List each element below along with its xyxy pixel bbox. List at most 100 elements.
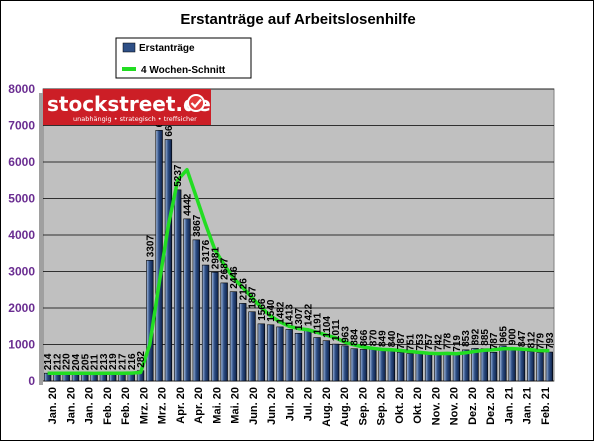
x-tick-label: Sep. 20 xyxy=(376,387,388,426)
data-label: 2981 xyxy=(210,247,221,270)
bar xyxy=(174,189,182,382)
logo-background xyxy=(43,89,211,125)
bar xyxy=(257,323,265,382)
x-tick-label: Jul. 20 xyxy=(284,387,296,421)
data-label: 216 xyxy=(127,353,138,370)
bar xyxy=(452,354,461,382)
data-label: 1307 xyxy=(294,308,305,331)
bar xyxy=(517,349,526,382)
x-tick-label: Apr. 20 xyxy=(193,387,205,424)
bar xyxy=(397,351,405,382)
bar xyxy=(211,271,219,382)
bar xyxy=(443,352,451,382)
bar xyxy=(322,340,331,382)
bar xyxy=(378,349,386,382)
bar xyxy=(276,326,284,382)
y-tick-label: 5000 xyxy=(8,192,35,206)
data-label: 751 xyxy=(406,333,417,350)
data-labels: 2142122202042052112132192172162823307686… xyxy=(43,105,556,371)
x-tick-label: Aug. 20 xyxy=(321,387,333,427)
bar xyxy=(406,353,414,382)
y-tick-label: 0 xyxy=(28,374,35,388)
x-tick-label: Jan. 21 xyxy=(503,387,515,424)
data-label: 4442 xyxy=(183,193,194,216)
x-tick-label: Feb. 20 xyxy=(120,387,132,425)
data-label: 1104 xyxy=(322,316,333,338)
bar xyxy=(415,353,423,382)
x-tick-label: Aug. 20 xyxy=(339,387,351,427)
data-label: 1540 xyxy=(266,299,277,322)
x-tick-label: Jun. 20 xyxy=(248,387,260,425)
bar xyxy=(332,343,340,382)
data-label: 884 xyxy=(350,329,361,346)
legend-box xyxy=(115,37,252,79)
x-tick-label: Sep. 20 xyxy=(357,387,369,426)
bar xyxy=(192,239,200,382)
bar xyxy=(359,349,368,382)
data-label: 787 xyxy=(396,332,407,349)
data-label: 779 xyxy=(536,332,547,349)
data-label: 849 xyxy=(378,330,389,347)
bar xyxy=(480,348,488,382)
data-label: 2126 xyxy=(238,278,249,301)
bars-erstantraege xyxy=(44,130,553,382)
data-label: 217 xyxy=(118,353,129,370)
data-label: 2446 xyxy=(229,266,240,289)
data-label: 1566 xyxy=(257,298,268,321)
bar xyxy=(155,130,163,382)
bar xyxy=(183,218,191,382)
data-label: 963 xyxy=(341,326,352,343)
data-label: 212 xyxy=(52,353,63,370)
data-label: 219 xyxy=(108,353,119,370)
x-tick-label: Jan. 21 xyxy=(522,387,534,424)
bar xyxy=(341,345,349,382)
x-tick-label: Okt. 20 xyxy=(394,387,406,424)
bar xyxy=(294,332,303,382)
bar xyxy=(220,282,228,382)
y-axis-ticks: 0 1000 2000 3000 4000 5000 6000 7000 8000 xyxy=(8,82,35,388)
legend-label-4-wochen-schnitt: 4 Wochen-Schnitt xyxy=(141,65,226,76)
data-label: 205 xyxy=(80,353,91,370)
data-label: 282 xyxy=(136,351,147,368)
bar xyxy=(434,353,442,382)
data-label: 214 xyxy=(43,353,54,370)
y-tick-label: 1000 xyxy=(8,338,35,352)
x-axis-ticks: Jan. 20 Jan. 20 Jan. 20 Feb. 20 Feb. 20 Mrz. … xyxy=(47,387,552,427)
data-label: 742 xyxy=(433,334,444,351)
data-label: 2687 xyxy=(220,257,231,280)
y-tick-label: 6000 xyxy=(8,155,35,169)
bar xyxy=(229,291,238,382)
x-tick-label: Nov. 20 xyxy=(449,387,461,425)
bar xyxy=(489,351,498,382)
bar xyxy=(508,347,516,382)
data-label: 3867 xyxy=(192,214,203,237)
data-label: 847 xyxy=(517,330,528,347)
data-label: 213 xyxy=(99,353,110,370)
bar xyxy=(536,352,544,382)
x-tick-label: Jun. 20 xyxy=(266,387,278,425)
data-label: 6615 xyxy=(164,114,175,137)
y-tick-label: 8000 xyxy=(8,82,35,96)
data-label: 812 xyxy=(526,331,537,348)
x-tick-label: Jan. 20 xyxy=(84,387,96,424)
checkmark-icon xyxy=(187,94,205,112)
x-tick-label: Jul. 20 xyxy=(303,387,315,421)
data-label: 840 xyxy=(387,330,398,347)
data-label: 220 xyxy=(62,353,73,370)
bar xyxy=(239,303,247,382)
chart-title: Erstanträge auf Arbeitslosenhilfe xyxy=(180,11,415,28)
x-tick-label: Mai. 20 xyxy=(230,387,242,424)
data-label: 3307 xyxy=(145,235,156,258)
y-tick-label: 2000 xyxy=(8,301,35,315)
x-tick-label: Okt. 20 xyxy=(412,387,424,424)
x-tick-label: Mrz. 20 xyxy=(138,387,150,424)
data-label: 853 xyxy=(461,330,472,347)
data-label: 3176 xyxy=(201,239,212,262)
data-label: 900 xyxy=(508,328,519,345)
logo-tagline: unabhängig • strategisch • treffsicher xyxy=(73,115,197,123)
data-label: 211 xyxy=(90,354,101,371)
line-4-wochen-schnitt xyxy=(47,167,550,376)
data-label: 965 xyxy=(498,326,509,343)
